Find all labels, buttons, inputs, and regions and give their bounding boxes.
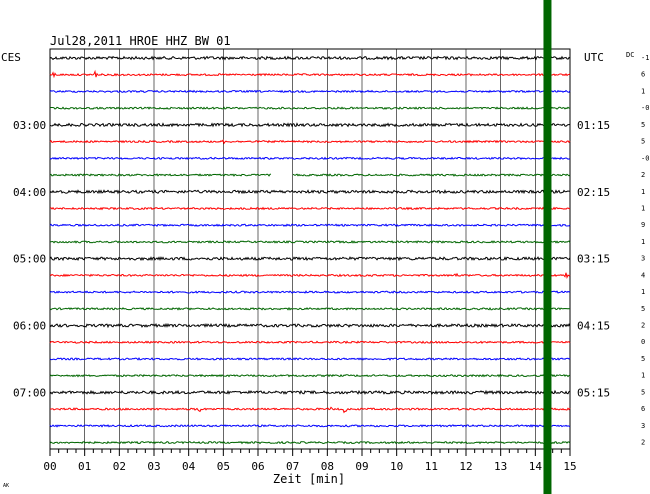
dc-offset-value: -0: [641, 154, 649, 162]
dc-offset-value: 2: [641, 439, 645, 447]
x-tick-label: 06: [251, 460, 264, 473]
dc-offset-value: -1: [641, 54, 649, 62]
right-time-label: 05:15: [577, 386, 610, 399]
left-axis-label: CES: [1, 51, 21, 64]
dc-offset-value: 1: [641, 204, 645, 212]
left-time-label: 03:00: [13, 119, 46, 132]
x-tick-label: 03: [147, 460, 160, 473]
dc-offset-value: 1: [641, 238, 645, 246]
chart-title: Jul28,2011 HROE HHZ BW 01: [50, 34, 231, 48]
x-tick-label: 02: [113, 460, 126, 473]
x-tick-label: 01: [78, 460, 91, 473]
dc-offset-value: 3: [641, 255, 645, 263]
trace-line: [49, 373, 571, 378]
trace-line: [49, 424, 571, 428]
trace-line: [49, 122, 571, 128]
trace-line: [49, 189, 571, 195]
traces-layer: [49, 55, 571, 445]
plot-frame: [49, 48, 571, 450]
x-tick-label: 09: [355, 460, 368, 473]
grid-layer: [49, 48, 571, 450]
dc-offset-value: 5: [641, 388, 645, 396]
trace-line: [49, 156, 571, 161]
trace-line: [49, 106, 571, 110]
trace-line: [49, 389, 571, 395]
x-tick-label: 13: [494, 460, 507, 473]
x-tick-label: 04: [182, 460, 196, 473]
dc-column-label: DC: [626, 51, 634, 59]
x-tick-label: 12: [459, 460, 472, 473]
right-time-label: 03:15: [577, 253, 610, 266]
footer-mark: AK: [3, 483, 9, 489]
dc-offset-value: 6: [641, 71, 645, 79]
dc-offset-value: 5: [641, 305, 645, 313]
dc-offset-value: 1: [641, 288, 645, 296]
dc-offset-value: 3: [641, 422, 645, 430]
x-ticks-layer: 00 01 02 03 04 05 06 07 08 09 10 11 12 13 14 15: [43, 449, 577, 473]
dc-offset-value: 5: [641, 355, 645, 363]
x-tick-label: 05: [217, 460, 230, 473]
trace-line: [49, 256, 571, 262]
right-time-label: 04:15: [577, 320, 610, 333]
left-time-label: 04:00: [13, 186, 46, 199]
trace-line: [49, 55, 571, 61]
trace-line: [49, 206, 571, 211]
dc-offset-value: 2: [641, 171, 645, 179]
left-time-label: 05:00: [13, 253, 46, 266]
x-tick-label: 14: [529, 460, 543, 473]
dc-offset-value: 5: [641, 121, 645, 129]
trace-line: [49, 89, 571, 94]
left-time-label: 07:00: [13, 386, 46, 399]
time-labels-layer: 03:00 04:00 05:00 06:00 07:00 01:15 02:15 03:15…: [13, 54, 649, 447]
x-tick-label: 10: [390, 460, 403, 473]
current-time-marker: [543, 0, 552, 494]
marker-layer: [543, 0, 552, 494]
trace-line: [49, 173, 571, 177]
trace-line: [49, 290, 571, 294]
right-time-label: 02:15: [577, 186, 610, 199]
x-tick-label: 00: [43, 460, 56, 473]
dc-offset-value: 1: [641, 87, 645, 95]
trace-line: [49, 240, 571, 244]
x-tick-label: 07: [286, 460, 299, 473]
dc-offset-value: 1: [641, 188, 645, 196]
x-tick-label: 11: [425, 460, 438, 473]
trace-line: [49, 223, 571, 228]
dc-offset-value: 2: [641, 322, 645, 330]
trace-line: [49, 139, 571, 145]
dc-offset-value: 4: [641, 271, 645, 279]
dc-offset-value: 9: [641, 221, 645, 229]
dc-offset-value: 0: [641, 338, 645, 346]
dc-offset-value: 6: [641, 405, 645, 413]
trace-line: [49, 69, 571, 79]
x-tick-label: 08: [321, 460, 334, 473]
dc-offset-value: 5: [641, 138, 645, 146]
left-time-label: 06:00: [13, 320, 46, 333]
x-axis-label: Zeit [min]: [273, 472, 345, 486]
trace-line: [49, 357, 571, 361]
trace-line: [49, 406, 571, 414]
trace-line: [49, 440, 571, 445]
right-time-label: 01:15: [577, 119, 610, 132]
dc-offset-value: -0: [641, 104, 649, 112]
trace-line: [49, 340, 571, 345]
x-tick-label: 15: [563, 460, 576, 473]
trace-line: [49, 322, 571, 329]
dc-offset-value: 1: [641, 372, 645, 380]
trace-line: [49, 272, 571, 280]
right-axis-label: UTC: [584, 51, 604, 64]
trace-line: [49, 306, 570, 311]
